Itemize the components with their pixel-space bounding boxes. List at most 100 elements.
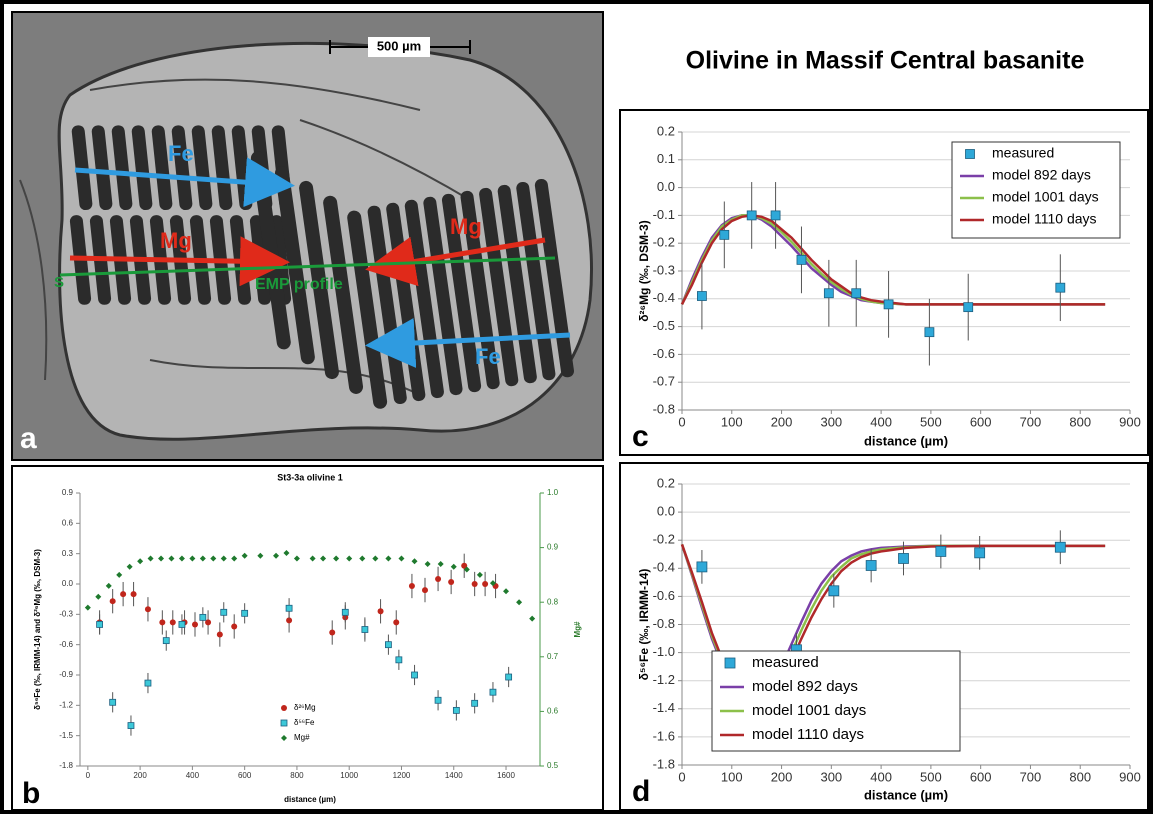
y2-tick-label: 0.6: [547, 707, 559, 716]
point: [329, 629, 336, 636]
y-tick-label: -1.0: [653, 644, 675, 659]
y-tick-label: -0.8: [653, 616, 675, 631]
point: [359, 555, 366, 562]
legend-label: δ²⁶Mg: [294, 703, 316, 712]
point: [286, 617, 293, 624]
y-tick-label: -0.5: [653, 318, 675, 333]
point: [385, 555, 392, 562]
point: [393, 619, 400, 626]
arrow-label: Fe: [168, 141, 194, 166]
point: [963, 302, 974, 313]
y-tick-label: 0.0: [657, 504, 675, 519]
point: [205, 619, 212, 626]
panel-border: [619, 462, 1149, 811]
legend-label: model 1110 days: [992, 211, 1097, 227]
panel-label: c: [632, 420, 649, 453]
y-tick-label: -0.1: [653, 207, 675, 222]
point: [434, 696, 442, 704]
chart-title: St3-3a olivine 1: [277, 472, 343, 482]
point: [178, 621, 186, 628]
stripe: [497, 184, 537, 384]
point: [851, 288, 862, 299]
point: [1054, 541, 1066, 553]
x-tick-label: 200: [771, 769, 793, 784]
point: [130, 591, 137, 598]
point: [320, 555, 327, 562]
x-axis-label: distance (µm): [284, 795, 336, 804]
x-tick-label: 300: [820, 769, 842, 784]
y-tick-label: -0.4: [653, 290, 675, 305]
x-tick-label: 200: [133, 771, 147, 780]
point: [516, 599, 523, 606]
point: [293, 555, 300, 562]
stripe: [274, 166, 315, 365]
point: [220, 555, 227, 562]
legend-label: δ⁵⁶Fe: [294, 718, 315, 727]
point: [126, 563, 133, 570]
stripe: [111, 125, 133, 211]
point: [746, 210, 757, 221]
point: [273, 552, 280, 559]
x-tick-label: 0: [678, 769, 685, 784]
point: [476, 571, 483, 578]
point: [1055, 282, 1066, 293]
point: [168, 555, 175, 562]
point: [372, 555, 379, 562]
arrow: [74, 157, 295, 208]
stripe: [151, 125, 173, 211]
y-axis-label: δ⁵⁶Fe (‰, IRMM-14): [637, 569, 651, 681]
point: [137, 558, 144, 565]
x-tick-label: 600: [970, 769, 992, 784]
y-axis-label: δ²⁶Mg (‰, DSM-3): [637, 220, 651, 321]
y-tick-label: -1.8: [59, 761, 73, 770]
point: [461, 562, 468, 569]
point: [823, 288, 834, 299]
point: [696, 561, 708, 573]
y-tick-label: -0.6: [653, 588, 675, 603]
panel-border: [619, 109, 1149, 456]
point: [529, 615, 536, 622]
y-tick-label: -1.2: [59, 700, 73, 709]
legend-label: model 892 days: [992, 167, 1091, 183]
figure-title: Olivine in Massif Central basanite: [686, 47, 1085, 75]
point: [309, 555, 316, 562]
stripe: [516, 181, 556, 381]
profile-start: S: [54, 274, 64, 291]
point: [489, 580, 496, 587]
point: [192, 621, 198, 628]
x-axis-label: distance (µm): [864, 787, 948, 802]
point: [144, 606, 151, 613]
arrow: [69, 236, 290, 287]
point: [178, 555, 185, 562]
point: [346, 555, 353, 562]
point: [965, 149, 975, 159]
point: [241, 552, 248, 559]
point: [411, 558, 418, 565]
micrograph: Fe Mg Mg Fe EMP profile S 500 µm a: [12, 12, 603, 460]
point: [216, 631, 223, 638]
x-tick-label: 1000: [340, 771, 358, 780]
stripe: [299, 180, 339, 380]
point: [283, 550, 290, 557]
point: [452, 706, 460, 714]
x-tick-label: 0: [86, 771, 91, 780]
point: [377, 608, 384, 615]
point: [281, 705, 287, 711]
point: [422, 587, 428, 594]
y2-tick-label: 1.0: [547, 488, 559, 497]
x-tick-label: 500: [920, 769, 942, 784]
point: [280, 719, 288, 727]
point: [105, 582, 112, 589]
stripe: [191, 125, 213, 211]
point: [450, 563, 457, 570]
point: [796, 254, 807, 265]
x-tick-label: 300: [820, 414, 842, 429]
x-tick-label: 600: [970, 414, 992, 429]
point: [482, 581, 489, 587]
point: [935, 546, 947, 557]
y-tick-label: -0.8: [653, 401, 675, 416]
point: [411, 671, 418, 679]
x-tick-label: 800: [1069, 769, 1091, 784]
stripe: [534, 178, 575, 378]
scale-box: [368, 37, 430, 57]
